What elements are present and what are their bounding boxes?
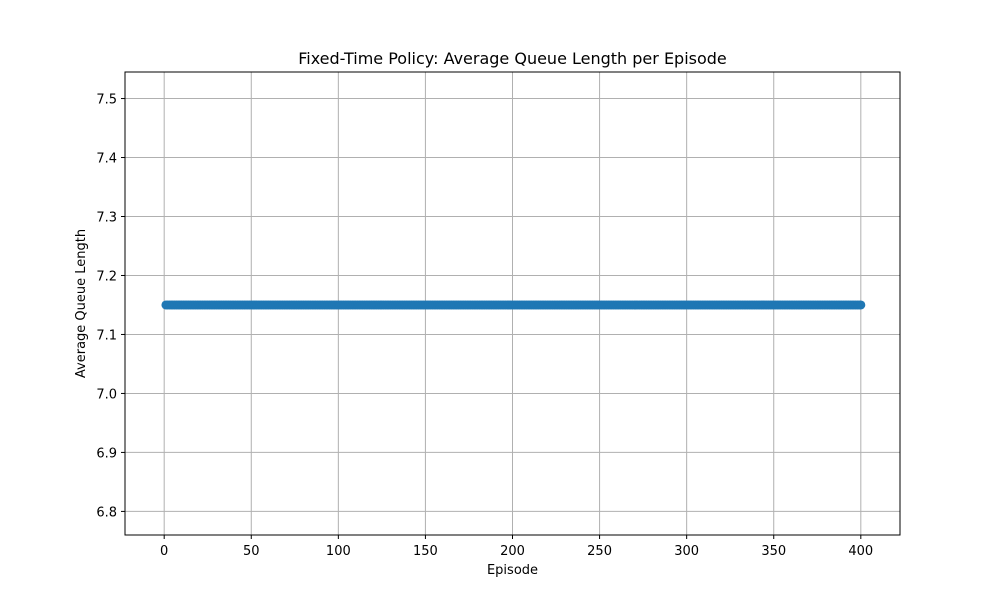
- x-tick-label: 100: [326, 544, 351, 559]
- x-tick-label: 50: [243, 544, 260, 559]
- y-tick-label: 7.4: [96, 152, 117, 167]
- data-point: [856, 300, 866, 310]
- y-tick-label: 6.9: [96, 446, 117, 461]
- x-tick-label: 250: [587, 544, 612, 559]
- y-tick-label: 7.1: [96, 328, 117, 343]
- x-tick-label: 400: [848, 544, 873, 559]
- y-tick-label: 6.8: [96, 505, 117, 520]
- x-tick-label: 300: [674, 544, 699, 559]
- series-layer: [161, 300, 866, 310]
- y-tick-label: 7.0: [96, 387, 117, 402]
- y-tick-label: 7.2: [96, 269, 117, 284]
- y-axis-title: Average Queue Length: [74, 229, 89, 378]
- y-tick-label: 7.5: [96, 93, 117, 108]
- x-tick-label: 150: [413, 544, 438, 559]
- chart-title: Fixed-Time Policy: Average Queue Length …: [298, 49, 727, 68]
- y-axis-ticks: 6.8 6.9 7.0 7.1 7.2 7.3 7.4 7.5: [96, 93, 125, 520]
- x-tick-label: 0: [160, 544, 168, 559]
- x-tick-label: 200: [500, 544, 525, 559]
- x-tick-label: 350: [761, 544, 786, 559]
- y-tick-label: 7.3: [96, 211, 117, 226]
- x-axis-title: Episode: [487, 563, 538, 578]
- x-axis-ticks: 0 50 100 150 200 250 300 350 400: [160, 535, 873, 559]
